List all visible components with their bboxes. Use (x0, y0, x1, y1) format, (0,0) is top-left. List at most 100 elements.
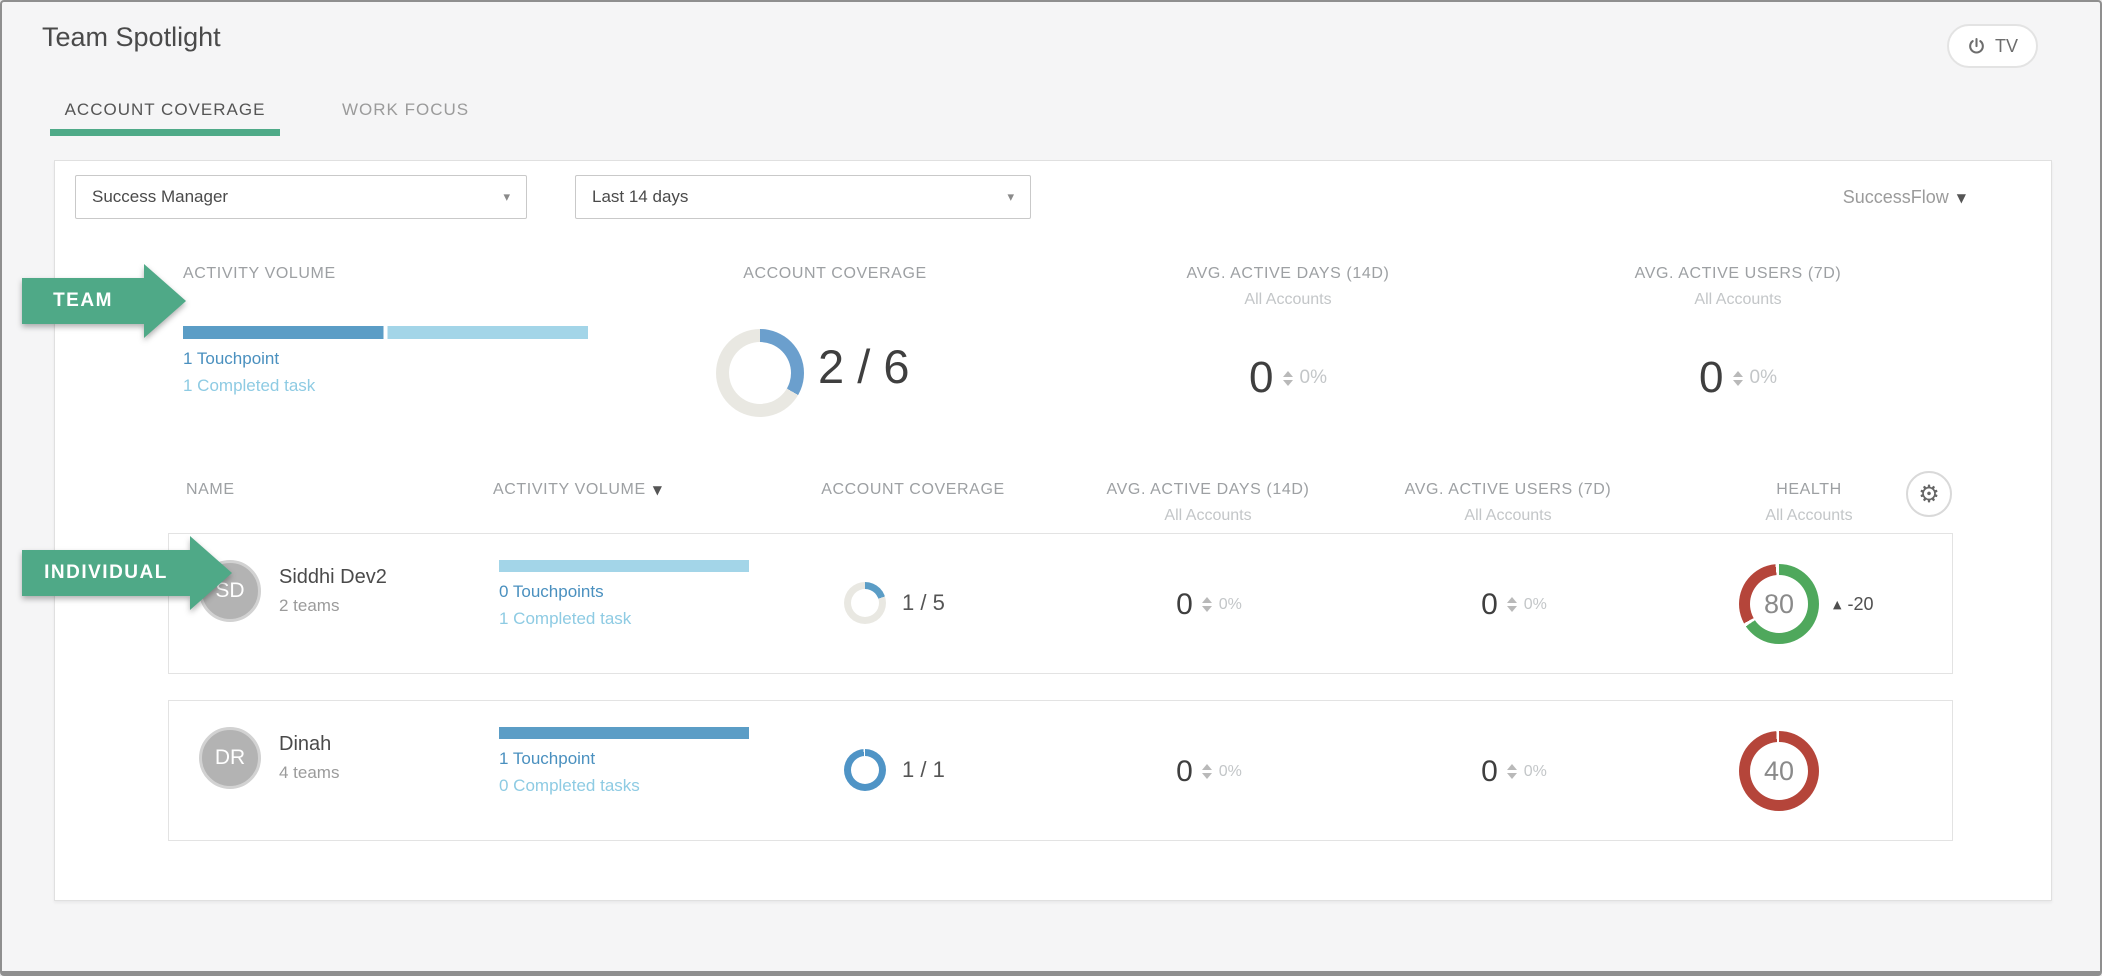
avg-active-days-cell: 0 0% (1129, 701, 1289, 842)
column-settings-button[interactable]: ⚙ (1906, 471, 1952, 517)
successflow-dropdown[interactable]: SuccessFlow ▼ (1843, 187, 1966, 208)
touchpoints-label: 0 Touchpoints (499, 582, 604, 601)
team-account-coverage-donut (716, 329, 804, 417)
tv-mode-button[interactable]: TV (1946, 24, 2038, 68)
team-avg-active-days-value: 0 (1249, 353, 1274, 402)
header-avg-active-days-label: AVG. ACTIVE DAYS (14D) (1106, 481, 1310, 498)
arrow-point-icon (190, 536, 232, 610)
account-coverage-value: 1 / 5 (902, 590, 945, 615)
team-avg-active-users-sublabel: All Accounts (1694, 291, 1782, 308)
team-avg-active-users: AVG. ACTIVE USERS (7D) All Accounts 0 0% (1588, 265, 1888, 403)
manager-select[interactable]: Success Manager ▾ (75, 175, 527, 219)
team-activity-volume-label: ACTIVITY VOLUME (183, 265, 336, 282)
tab-work-focus[interactable]: WORK FOCUS (342, 100, 470, 119)
header-account-coverage: ACCOUNT COVERAGE (821, 481, 1005, 498)
sort-arrows-icon (1732, 370, 1743, 386)
caret-down-icon: ▾ (1007, 189, 1014, 205)
caret-down-icon: ▼ (1956, 190, 1966, 205)
activity-volume-bar (499, 727, 749, 739)
tab-bar: ACCOUNT COVERAGE WORK FOCUS (50, 100, 469, 136)
completed-tasks-label: 1 Completed task (499, 609, 632, 628)
sort-arrows-icon (1201, 764, 1212, 779)
team-avg-active-days-sublabel: All Accounts (1244, 291, 1332, 308)
health-delta: ▲ -20 (1833, 594, 1873, 615)
date-range-select[interactable]: Last 14 days ▾ (575, 175, 1031, 219)
team-account-coverage-label: ACCOUNT COVERAGE (743, 265, 927, 282)
avg-active-days-pct: 0% (1218, 595, 1242, 613)
sort-arrows-icon (1201, 597, 1212, 612)
manager-select-value: Success Manager (92, 187, 229, 206)
main-panel: Success Manager ▾ Last 14 days ▾ Success… (54, 160, 2052, 901)
member-name: Siddhi Dev2 (279, 566, 387, 588)
health-cell: 80 ▲ -20 (1739, 564, 1873, 644)
team-annotation-label: TEAM (22, 278, 144, 324)
individual-annotation-label: INDIVIDUAL (22, 550, 190, 596)
sort-arrows-icon (1282, 370, 1293, 386)
team-touchpoint-legend: 1 Touchpoint (183, 349, 280, 368)
page-title: Team Spotlight (42, 22, 221, 52)
successflow-label: SuccessFlow (1842, 187, 1949, 207)
member-teams: 4 teams (279, 763, 340, 782)
health-cell: 40 (1739, 731, 1819, 811)
team-avg-active-days: AVG. ACTIVE DAYS (14D) All Accounts 0 0% (1138, 265, 1438, 403)
team-annotation-arrow: TEAM (22, 264, 186, 338)
completed-tasks-label: 0 Completed tasks (499, 776, 640, 795)
member-name: Dinah (279, 733, 332, 755)
triangle-up-icon: ▲ (1833, 597, 1842, 611)
account-coverage-donut (844, 582, 886, 624)
header-avg-active-users-label: AVG. ACTIVE USERS (7D) (1404, 481, 1612, 498)
avg-active-users-pct: 0% (1523, 762, 1547, 780)
team-avg-active-users-value: 0 (1699, 353, 1724, 402)
avg-active-users-cell: 0 0% (1434, 534, 1594, 675)
touchpoints-label: 1 Touchpoint (499, 749, 596, 768)
avg-active-users-value: 0 (1481, 587, 1498, 621)
team-account-coverage-value: 2 / 6 (818, 340, 910, 393)
activity-volume-bar (499, 560, 749, 572)
table-row-siddhi-dev2[interactable]: SD Siddhi Dev2 2 teams 0 Touchpoints 1 C… (168, 533, 1953, 674)
account-coverage-donut (844, 749, 886, 791)
avg-active-days-value: 0 (1176, 587, 1193, 621)
table-row-dinah[interactable]: DR Dinah 4 teams 1 Touchpoint 0 Complete… (168, 700, 1953, 841)
header-avg-active-days-sublabel: All Accounts (1164, 507, 1252, 524)
header-name: NAME (186, 481, 235, 498)
avg-active-days-value: 0 (1176, 754, 1193, 788)
health-delta-value: -20 (1847, 593, 1874, 614)
member-teams: 2 teams (279, 596, 340, 615)
health-ring: 40 (1739, 731, 1819, 811)
team-completed-legend: 1 Completed task (183, 376, 316, 395)
header-health-label: HEALTH (1776, 481, 1842, 498)
team-avg-active-users-pct: 0% (1749, 367, 1777, 388)
avatar-initials: DR (214, 746, 246, 769)
tv-button-label: TV (1994, 35, 2018, 56)
team-avg-active-days-label: AVG. ACTIVE DAYS (14D) (1186, 265, 1390, 282)
tab-account-coverage[interactable]: ACCOUNT COVERAGE (50, 100, 280, 136)
avg-active-users-cell: 0 0% (1434, 701, 1594, 842)
date-range-value: Last 14 days (592, 187, 689, 206)
avg-active-users-value: 0 (1481, 754, 1498, 788)
header-activity-volume-label: ACTIVITY VOLUME (493, 481, 646, 498)
health-score: 80 (1763, 588, 1795, 619)
sort-arrows-icon (1506, 597, 1517, 612)
avg-active-users-pct: 0% (1523, 595, 1547, 613)
header-health-sublabel: All Accounts (1765, 507, 1853, 524)
health-ring: 80 (1739, 564, 1819, 644)
avg-active-days-cell: 0 0% (1129, 534, 1289, 675)
sort-caret-icon: ▼ (652, 483, 662, 497)
account-coverage-cell: 1 / 1 (844, 749, 945, 791)
account-coverage-cell: 1 / 5 (844, 582, 945, 624)
sort-arrows-icon (1506, 764, 1517, 779)
gear-icon: ⚙ (1918, 480, 1940, 508)
avatar: DR (199, 727, 261, 789)
individual-annotation-arrow: INDIVIDUAL (22, 536, 232, 610)
header-activity-volume-sort[interactable]: ACTIVITY VOLUME ▼ (493, 481, 662, 499)
caret-down-icon: ▾ (503, 189, 510, 205)
team-activity-volume-bar (183, 326, 588, 339)
team-avg-active-days-pct: 0% (1299, 367, 1327, 388)
header-health: HEALTH All Accounts (1709, 481, 1909, 525)
header-avg-active-days: AVG. ACTIVE DAYS (14D) All Accounts (1058, 481, 1358, 525)
header-avg-active-users: AVG. ACTIVE USERS (7D) All Accounts (1358, 481, 1658, 525)
health-score: 40 (1763, 755, 1795, 786)
team-avg-active-users-label: AVG. ACTIVE USERS (7D) (1634, 265, 1842, 282)
header-avg-active-users-sublabel: All Accounts (1464, 507, 1552, 524)
